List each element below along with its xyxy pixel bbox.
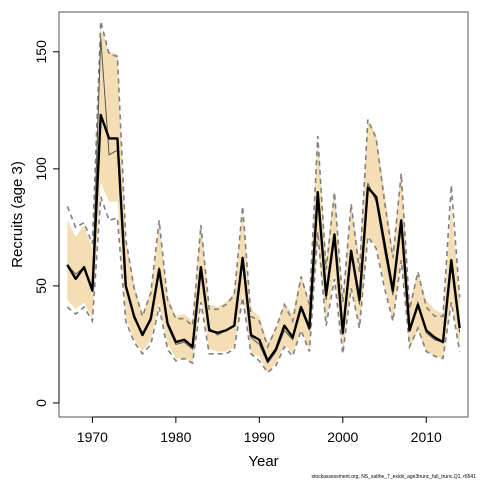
lower-bound-line — [66, 196, 461, 374]
y-tick-label-150: 150 — [33, 40, 49, 64]
y-axis: 0 50 100 150 — [33, 40, 60, 407]
x-axis-title: Year — [248, 453, 278, 470]
footnote: stockassessment.org, NS_saithe_7_exidx_a… — [311, 474, 476, 480]
estimate-line — [66, 113, 461, 363]
series-lines-layer — [66, 21, 461, 374]
x-axis: 1970 1980 1990 2000 2010 — [77, 416, 442, 445]
x-tick-label-2010: 2010 — [411, 429, 442, 445]
x-tick-label-1980: 1980 — [160, 429, 191, 445]
y-axis-title: Recruits (age 3) — [9, 161, 26, 268]
x-tick-label-1990: 1990 — [244, 429, 275, 445]
y-tick-label-50: 50 — [33, 278, 49, 294]
x-tick-label-2000: 2000 — [327, 429, 358, 445]
y-tick-label-100: 100 — [33, 157, 49, 181]
x-tick-label-1970: 1970 — [77, 429, 108, 445]
y-tick-label-0: 0 — [33, 399, 49, 407]
upper-bound-line — [66, 21, 461, 349]
